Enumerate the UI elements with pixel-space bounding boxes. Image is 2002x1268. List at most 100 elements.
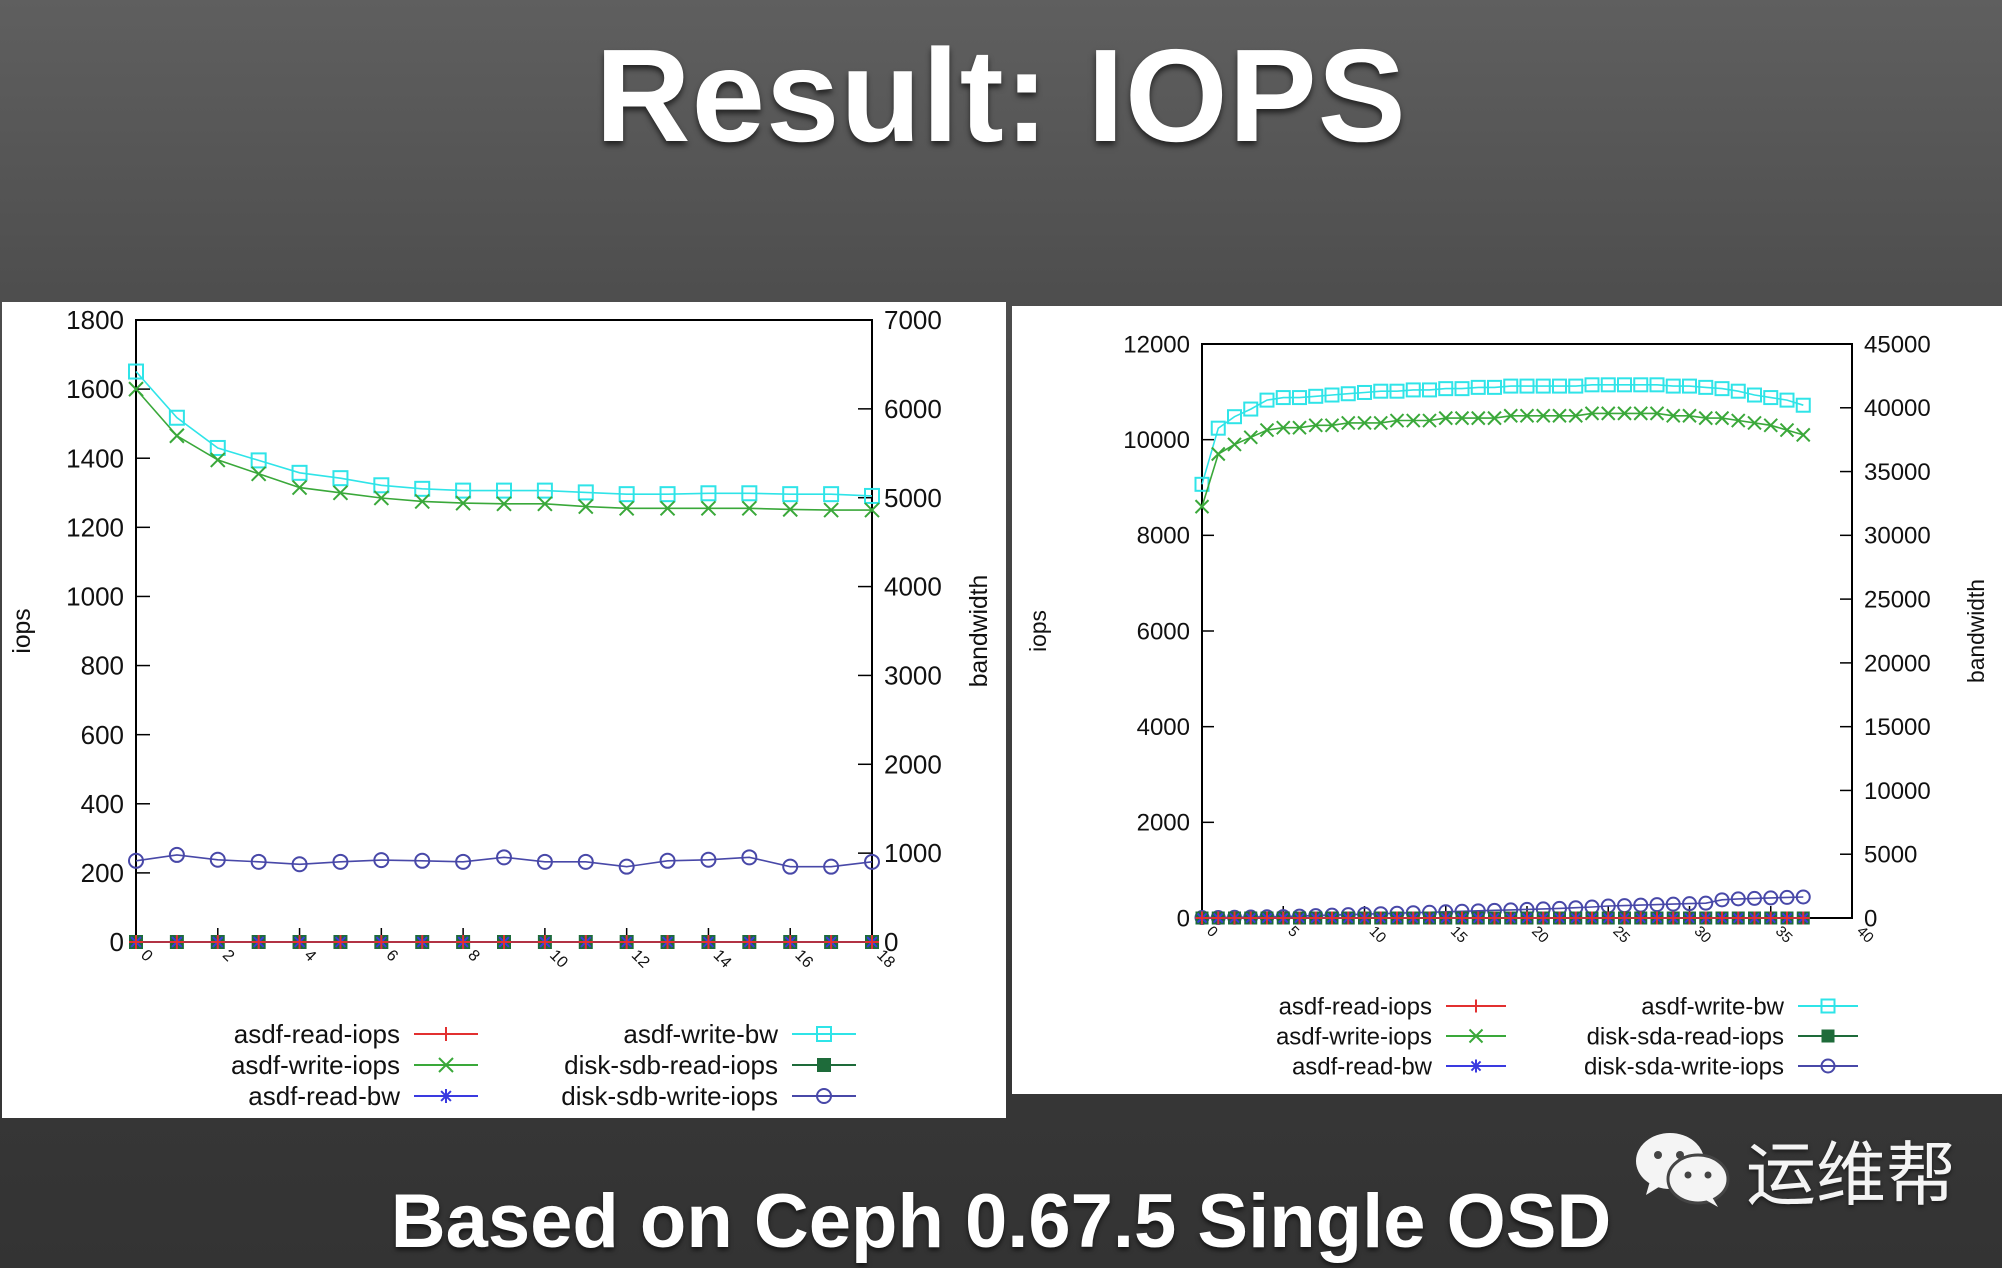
y2-tick-label: 6000 [884, 394, 942, 424]
legend-label: disk-sda-read-iops [1587, 1023, 1784, 1050]
data-point [128, 852, 144, 869]
data-point [537, 935, 552, 949]
data-point [1730, 383, 1746, 399]
data-point [1519, 408, 1535, 423]
series-asdf-read-iops [129, 935, 879, 949]
series-disk-sdb-write-iops [128, 846, 880, 875]
x-tick-label: 15 [1447, 924, 1470, 947]
y-tick-label: 0 [110, 927, 124, 957]
data-point [1438, 381, 1454, 397]
data-point [1520, 911, 1534, 925]
data-point [1504, 911, 1518, 925]
data-point [1374, 911, 1388, 925]
data-point [659, 486, 676, 503]
legend-label: asdf-write-bw [623, 1019, 778, 1049]
data-point [1617, 377, 1632, 393]
y-tick-label: 1600 [66, 374, 124, 404]
chart-left: 0 200 400 600 800 1000 1200 1400 1600 1800 0 1000 20… [9, 305, 993, 1111]
legend-marker [439, 1027, 453, 1041]
data-point [1211, 446, 1226, 462]
legend-label: asdf-write-bw [1641, 993, 1784, 1020]
legend-marker [1821, 1029, 1835, 1043]
data-point [1292, 420, 1307, 435]
data-point [332, 485, 349, 501]
data-point [618, 500, 635, 517]
legend-marker [1469, 999, 1483, 1013]
data-point [1779, 422, 1795, 438]
data-point [1519, 378, 1535, 394]
data-point [782, 501, 798, 518]
y2-axis-label: bandwidth [1963, 579, 1989, 683]
legend-label: asdf-read-iops [234, 1019, 400, 1049]
data-point [1227, 409, 1242, 425]
y2-tick-label: 45000 [1864, 331, 1931, 358]
data-point [209, 851, 226, 868]
data-point [1373, 383, 1389, 399]
legend-item: asdf-write-iops [231, 1050, 478, 1080]
data-point [210, 935, 225, 949]
data-point [1600, 377, 1616, 393]
data-point [1553, 911, 1566, 925]
y-tick-label: 400 [81, 789, 124, 819]
data-point [373, 490, 390, 506]
data-point [1779, 392, 1795, 408]
data-point [1650, 911, 1664, 925]
x-tick-label: 14 [710, 946, 735, 971]
legend-item: disk-sda-write-iops [1584, 1053, 1858, 1080]
data-point [824, 935, 839, 949]
legend-item: asdf-write-bw [623, 1019, 856, 1049]
slide-subtitle: Based on Ceph 0.67.5 Single OSD [390, 1179, 1612, 1264]
data-point [496, 482, 512, 499]
data-point [373, 852, 390, 869]
series-asdf-write-iops [128, 381, 880, 518]
y-tick-label: 200 [81, 858, 124, 888]
y2-tick-label: 20000 [1864, 650, 1931, 677]
watermark: 运维帮 [1632, 1124, 1962, 1216]
data-point [782, 858, 799, 875]
data-point [742, 935, 757, 949]
y2-tick-label: 15000 [1864, 714, 1931, 741]
data-point [128, 381, 144, 397]
data-point [1763, 418, 1778, 433]
data-point [1439, 911, 1453, 925]
data-point [1341, 911, 1355, 925]
data-point [1714, 381, 1730, 397]
series-line [135, 370, 873, 497]
y2-tick-label: 4000 [884, 572, 942, 602]
data-point [129, 935, 143, 949]
legend-marker [1468, 1028, 1484, 1044]
y2-axis-label: bandwidth [966, 575, 993, 688]
data-point [1649, 377, 1665, 393]
data-point [741, 849, 758, 866]
data-point [577, 853, 594, 870]
data-point [1747, 890, 1762, 906]
legend-item: asdf-read-bw [1292, 1053, 1506, 1080]
legend-label: disk-sdb-read-iops [564, 1050, 778, 1080]
data-point [823, 502, 839, 518]
data-point [1340, 386, 1356, 402]
x-tick-label: 35 [1772, 924, 1795, 947]
legend-label: asdf-write-iops [231, 1050, 400, 1080]
x-tick-label: 10 [1366, 924, 1389, 947]
data-point [1325, 911, 1339, 925]
data-point [1470, 379, 1486, 395]
data-point [741, 500, 758, 517]
y-tick-label: 6000 [1137, 618, 1190, 645]
y-tick-label: 2000 [1137, 810, 1190, 837]
data-point [1487, 379, 1502, 395]
series-line [135, 854, 873, 868]
data-point [1308, 388, 1324, 404]
y-axis-label: iops [9, 608, 36, 653]
data-point [250, 452, 267, 469]
data-point [1763, 890, 1779, 906]
plot-frame [1201, 343, 1853, 919]
data-point [660, 935, 675, 949]
data-point [333, 935, 348, 949]
data-point [1714, 892, 1730, 908]
data-point [1358, 911, 1371, 925]
data-point [1714, 410, 1730, 426]
y2-tick-label: 25000 [1864, 587, 1931, 614]
data-point [1552, 378, 1567, 394]
data-point [1357, 384, 1372, 400]
data-point [1731, 911, 1745, 925]
